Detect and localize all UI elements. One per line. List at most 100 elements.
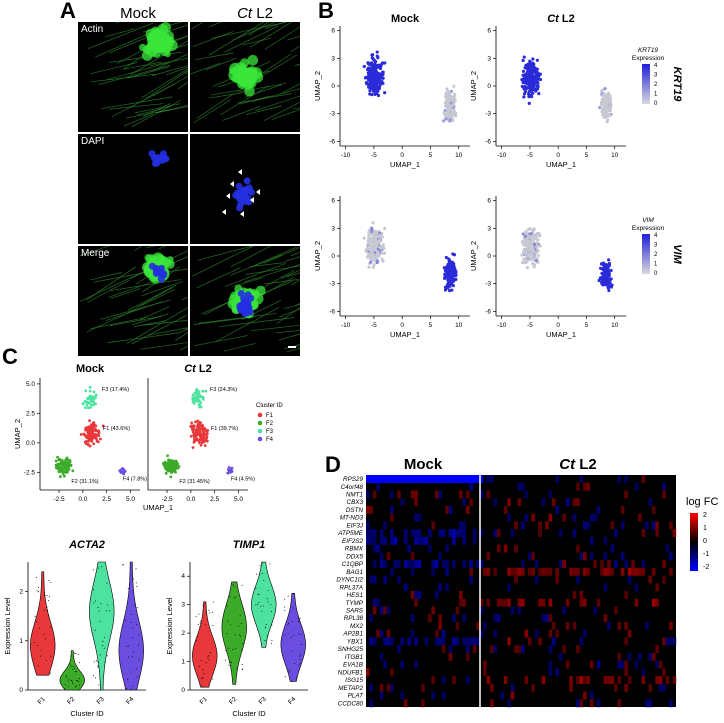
- nucleus: [237, 289, 245, 297]
- heatmap-cell: [431, 475, 436, 483]
- actin-fiber: [237, 93, 292, 104]
- actin-fiber: [190, 62, 221, 75]
- cell-dot-f2: [63, 474, 66, 478]
- heatmap-cell: [596, 598, 601, 607]
- cell-dot: [536, 253, 540, 258]
- cell-dot-f2: [169, 459, 173, 462]
- heatmap-cell: [452, 475, 456, 483]
- cell-dot: [444, 91, 448, 95]
- actin-fiber: [263, 101, 300, 122]
- actin-fiber: [109, 103, 164, 110]
- violin-ylabel: Expression Level: [3, 597, 12, 654]
- cell-dot: [376, 241, 380, 245]
- x-tick-label: 5: [429, 152, 433, 159]
- jitter-point: [264, 626, 266, 628]
- cell-dot-f1: [82, 432, 86, 436]
- heatmap-cell: [496, 614, 501, 623]
- heatmap-title-ct: Ct L2: [559, 456, 597, 473]
- heatmap-cell: [372, 475, 377, 483]
- y-tick-label: 1: [181, 659, 185, 666]
- actin-colony-blob: [164, 51, 171, 58]
- heatmap-cell: [496, 598, 501, 607]
- x-tick-label: 10: [455, 322, 463, 329]
- cell-dot-f2: [163, 464, 167, 468]
- cell-dot-f2: [57, 465, 61, 469]
- heatmap-cell: [486, 552, 491, 561]
- cell-dot: [367, 239, 371, 243]
- heatmap-cell: [465, 475, 470, 483]
- jitter-point: [95, 677, 97, 679]
- cell-dot: [526, 63, 531, 67]
- actin-fiber: [131, 99, 182, 128]
- heatmap-cell: [558, 652, 563, 661]
- cell-dot: [522, 77, 526, 81]
- heatmap-cell: [521, 521, 525, 530]
- heatmap-title-mock: Mock: [404, 456, 443, 473]
- actin-fiber: [285, 269, 300, 277]
- umap-c-plot-0: -2.5 0.0 2.5 5.0 5.0 2.5 0.0 -2.5 F3 (17.4%) F1 (…: [24, 378, 147, 503]
- heatmap-cell: [534, 575, 539, 584]
- cell-dot-f1: [192, 424, 196, 428]
- cell-dot: [600, 97, 605, 101]
- heatmap-cell: [452, 676, 456, 684]
- cell-dot-f1: [97, 429, 101, 433]
- heatmap-cell: [376, 598, 380, 607]
- jitter-point: [287, 622, 289, 624]
- cell-dot: [371, 252, 375, 256]
- cell-dot-f1: [88, 429, 91, 433]
- heatmap-cell: [524, 513, 529, 522]
- heatmap-cell: [434, 629, 439, 638]
- heatmap-cell: [366, 490, 370, 499]
- cell-dot-f4: [119, 471, 123, 474]
- jitter-point: [46, 606, 48, 608]
- jitter-point: [199, 684, 201, 686]
- cell-dot: [449, 281, 454, 286]
- cell-dot: [536, 81, 540, 85]
- cell-dot: [454, 274, 458, 278]
- heatmap-cell: [641, 475, 646, 483]
- jitter-point: [262, 562, 264, 564]
- heatmap-cell: [507, 637, 511, 646]
- cell-dot: [532, 242, 537, 246]
- actin-fiber: [243, 264, 300, 283]
- actin-fiber: [290, 45, 300, 53]
- y-tick-label: -6: [329, 138, 335, 145]
- heatmap-cell: [596, 699, 601, 708]
- heatmap-cell: [410, 552, 415, 561]
- jitter-point: [230, 661, 232, 663]
- heatmap-cell: [669, 637, 673, 646]
- cell-dot-f1: [200, 425, 203, 428]
- jitter-point: [241, 643, 243, 645]
- actin-fiber: [192, 246, 255, 277]
- cell-dot: [371, 57, 375, 61]
- cell-dot: [449, 101, 453, 105]
- cell-dot-f1: [94, 429, 98, 433]
- legend-gene-side: KRT19: [671, 67, 683, 103]
- heatmap-cell: [390, 475, 394, 483]
- cell-dot-f2: [172, 464, 175, 468]
- heatmap-cell: [417, 529, 422, 538]
- heatmap-cell: [572, 513, 577, 522]
- y-tick-label: -2.5: [24, 469, 36, 476]
- cell-dot: [529, 93, 533, 97]
- cell-dot-f2: [68, 463, 72, 467]
- heatmap-cell: [648, 699, 653, 708]
- cell-dot-f2: [57, 470, 61, 474]
- heatmap-cell: [634, 583, 639, 592]
- heatmap-cell: [569, 567, 573, 576]
- actin-fiber: [111, 288, 141, 299]
- heatmap-cell: [548, 660, 553, 669]
- heatmap-legend-tick: 1: [703, 525, 707, 532]
- heatmap-cell: [383, 575, 387, 584]
- cell-dot: [607, 114, 612, 118]
- heatmap-cell: [514, 544, 518, 553]
- cell-dot: [450, 97, 455, 101]
- heatmap-cell: [472, 637, 477, 646]
- jitter-point: [293, 662, 295, 664]
- heatmap-cell: [462, 598, 467, 607]
- x-axis-label: UMAP_1: [390, 160, 420, 169]
- cell-dot: [537, 232, 541, 236]
- cell-dot-f3: [84, 389, 88, 393]
- heatmap-cell: [383, 536, 387, 545]
- heatmap-cell: [403, 560, 408, 568]
